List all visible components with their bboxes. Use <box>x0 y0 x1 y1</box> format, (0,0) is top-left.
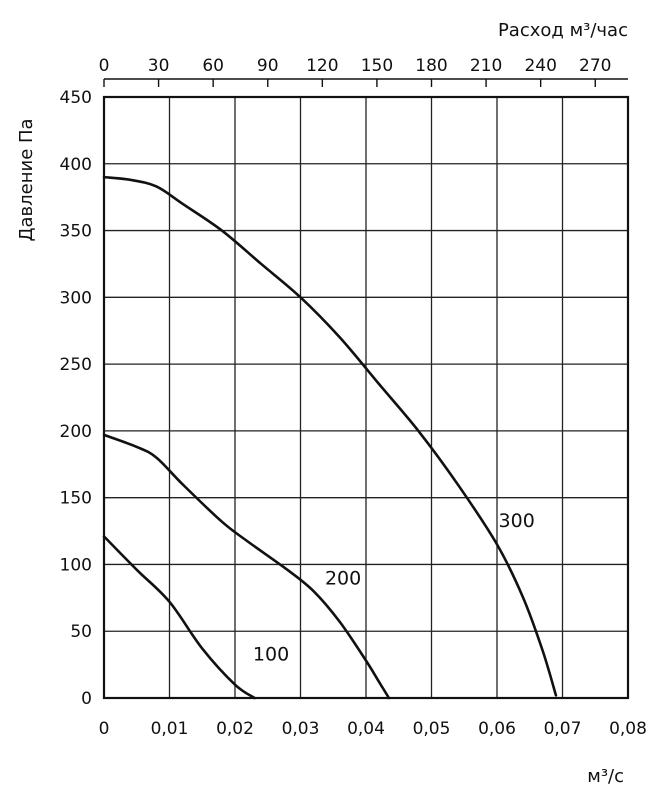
top-tick-label: 210 <box>470 56 502 76</box>
top-axis-ticks <box>103 79 596 87</box>
series-label-300: 300 <box>499 510 535 532</box>
y-tick-label: 200 <box>60 422 92 442</box>
x-tick-label: 0,03 <box>282 719 320 739</box>
x-tick-label: 0,04 <box>347 719 385 739</box>
curves: 100 200 300 <box>102 175 558 700</box>
series-curve-300 <box>102 175 558 697</box>
top-tick-label: 180 <box>415 56 447 76</box>
plot-frame <box>102 95 630 700</box>
y-tick-label: 300 <box>60 288 92 308</box>
y-tick-label: 100 <box>60 555 92 575</box>
x-tick-label: 0,01 <box>151 719 189 739</box>
x-tick-label: 0,07 <box>544 719 582 739</box>
bottom-axis-title: м³/с <box>587 766 624 787</box>
x-tick-label: 0,06 <box>478 719 516 739</box>
y-tick-label: 150 <box>60 489 92 509</box>
top-tick-label: 90 <box>257 56 279 76</box>
top-tick-label: 240 <box>524 56 556 76</box>
top-tick-label: 0 <box>99 56 110 76</box>
y-axis-title: Давление Па <box>16 118 37 241</box>
top-axis-title: Расход м³/час <box>498 20 628 41</box>
series-curve-100 <box>102 535 256 700</box>
y-tick-label: 450 <box>60 88 92 108</box>
y-tick-label: 250 <box>60 355 92 375</box>
x-tick-label: 0,02 <box>216 719 254 739</box>
x-tick-label: 0,08 <box>609 719 647 739</box>
top-tick-label: 150 <box>361 56 393 76</box>
top-tick-label: 60 <box>202 56 224 76</box>
series-label-100: 100 <box>253 644 289 666</box>
top-tick-label: 270 <box>579 56 611 76</box>
series-label-200: 200 <box>325 567 361 589</box>
y-tick-label: 0 <box>81 689 92 709</box>
x-tick-label: 0,05 <box>413 719 451 739</box>
y-tick-label: 50 <box>70 622 92 642</box>
x-tick-label: 0 <box>99 719 110 739</box>
grid-lines <box>104 97 628 698</box>
top-tick-label: 120 <box>306 56 338 76</box>
tick-labels: 0 0,01 0,02 0,03 0,04 0,05 0,06 0,07 0,080501001… <box>60 56 647 739</box>
top-tick-label: 30 <box>148 56 170 76</box>
y-tick-label: 400 <box>60 155 92 175</box>
series-curve-200 <box>102 433 391 700</box>
y-tick-label: 350 <box>60 222 92 242</box>
